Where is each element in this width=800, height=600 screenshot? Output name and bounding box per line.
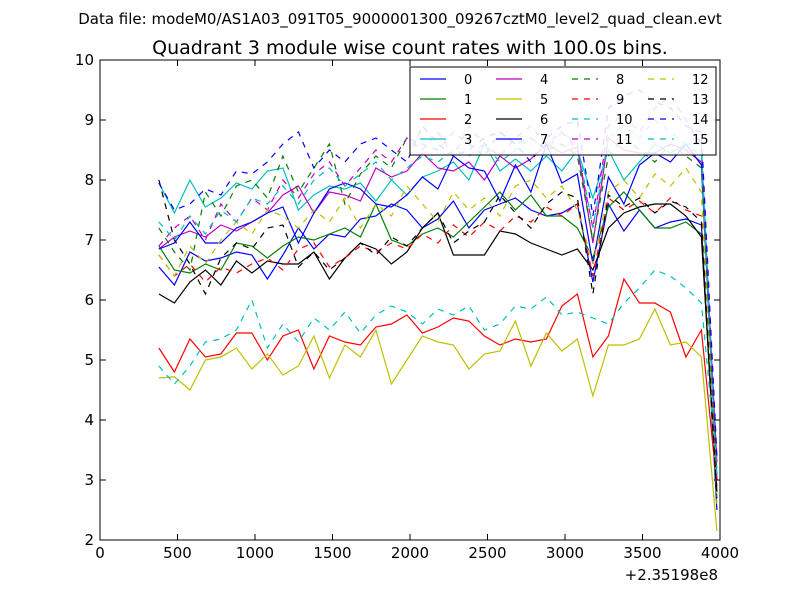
series-line-2	[158, 277, 718, 487]
series-line-9	[158, 196, 718, 487]
x-tick-label: 1000	[236, 544, 274, 562]
plot-lines	[158, 89, 718, 532]
series-line-5	[158, 307, 718, 532]
legend-label-13: 13	[692, 93, 709, 108]
legend-label-3: 3	[464, 133, 472, 148]
legend-label-15: 15	[692, 133, 709, 148]
y-tick-label: 2	[84, 531, 94, 549]
legend-label-14: 14	[692, 113, 709, 128]
y-tick-label: 7	[84, 231, 94, 249]
x-tick-label: 0	[95, 544, 105, 562]
series-line-4	[158, 136, 718, 463]
y-tick-label: 5	[84, 351, 94, 369]
x-tick-label: 2500	[468, 544, 506, 562]
legend-label-4: 4	[540, 73, 548, 88]
series-line-1	[158, 191, 718, 499]
legend-label-8: 8	[616, 73, 624, 88]
series-line-0	[158, 197, 718, 511]
legend-label-2: 2	[464, 113, 472, 128]
y-tick-label: 8	[84, 171, 94, 189]
x-offset-label: +2.35198e8	[625, 566, 718, 584]
series-line-12	[158, 167, 718, 505]
series-line-6	[158, 203, 718, 493]
x-tick-label: 1500	[313, 544, 351, 562]
y-tick-label: 9	[84, 111, 94, 129]
suptitle: Data file: modeM0/AS1A03_091T05_90000013…	[78, 10, 722, 29]
series-line-8	[158, 131, 718, 475]
x-tick-label: 2000	[391, 544, 429, 562]
series-line-13	[158, 179, 718, 499]
x-tick-label: 500	[163, 544, 192, 562]
x-tick-label: 3000	[546, 544, 584, 562]
y-tick-label: 6	[84, 291, 94, 309]
legend-label-7: 7	[540, 133, 548, 148]
x-axis: 0 500 1000 1500 2000 2500 3000 3500 4000	[95, 60, 739, 562]
legend-label-1: 1	[464, 93, 472, 108]
legend-label-11: 11	[616, 133, 633, 148]
series-line-3	[158, 142, 718, 475]
legend-box	[409, 66, 717, 156]
legend-label-12: 12	[692, 73, 709, 88]
legend-label-10: 10	[616, 113, 633, 128]
series-line-15	[158, 119, 718, 481]
y-tick-label: 4	[84, 411, 94, 429]
series-line-10	[158, 269, 718, 469]
chart-title: Quadrant 3 module wise count rates with …	[152, 37, 668, 59]
y-tick-label: 3	[84, 471, 94, 489]
series-line-7	[158, 142, 718, 481]
legend-label-6: 6	[540, 113, 548, 128]
legend-label-0: 0	[464, 73, 472, 88]
legend-label-5: 5	[540, 93, 548, 108]
y-tick-label: 10	[75, 51, 94, 69]
legend-label-9: 9	[616, 93, 624, 108]
x-tick-label: 3500	[623, 544, 661, 562]
x-tick-label: 4000	[701, 544, 739, 562]
